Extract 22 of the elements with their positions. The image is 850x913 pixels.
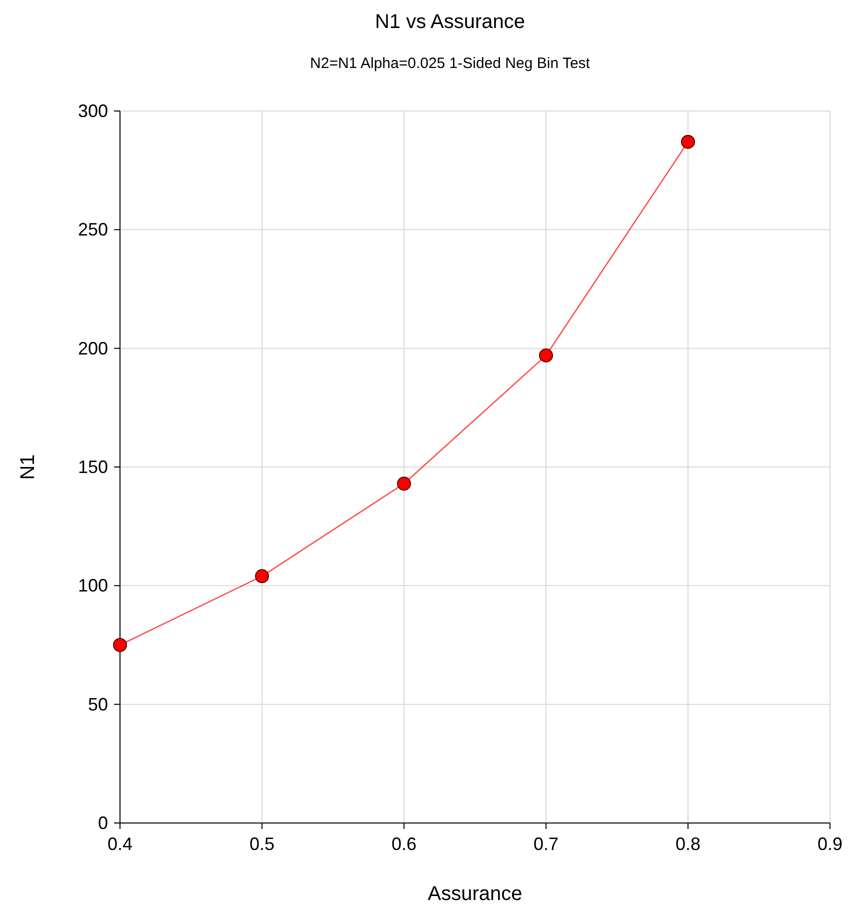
x-tick-label: 0.6 bbox=[391, 834, 417, 854]
point bbox=[113, 638, 127, 652]
y-tick-label: 200 bbox=[78, 338, 108, 358]
y-tick-label: 50 bbox=[88, 694, 108, 714]
point bbox=[255, 569, 269, 584]
x-axis-title: Assurance bbox=[428, 883, 522, 905]
x-tick-label: 0.7 bbox=[533, 834, 559, 854]
y-tick-label: 250 bbox=[78, 220, 108, 240]
x-tick-label: 0.9 bbox=[817, 834, 843, 854]
x-tick-label: 0.4 bbox=[107, 834, 133, 854]
point bbox=[681, 134, 695, 149]
y-tick-label: 150 bbox=[78, 457, 108, 477]
y-tick-label: 100 bbox=[78, 576, 108, 596]
chart-title: N1 vs Assurance bbox=[374, 11, 526, 33]
y-axis-title: N1 bbox=[17, 454, 39, 480]
point bbox=[539, 348, 553, 362]
x-tick-label: 0.5 bbox=[249, 834, 275, 854]
point bbox=[397, 476, 411, 491]
y-tick-label: 0 bbox=[98, 813, 108, 833]
x-tick-label: 0.8 bbox=[675, 834, 701, 854]
chart-subtitle: N2=N1 Alpha=0.025 1-Sided Neg Bin Test bbox=[310, 55, 591, 72]
y-tick-label: 300 bbox=[78, 101, 108, 121]
